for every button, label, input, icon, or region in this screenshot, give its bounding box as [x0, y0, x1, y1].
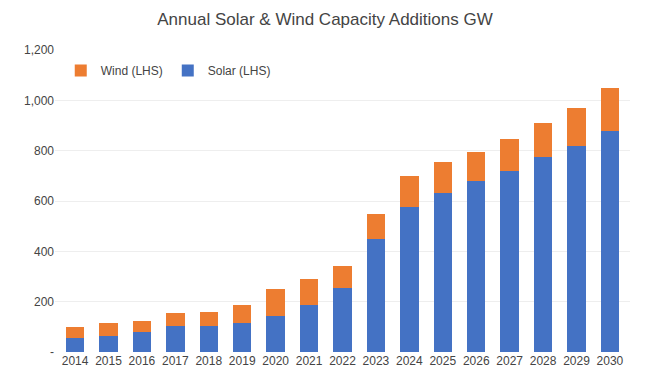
svg-text:2020: 2020: [262, 354, 289, 368]
svg-text:2026: 2026: [463, 354, 490, 368]
svg-text:2029: 2029: [563, 354, 590, 368]
svg-text:800: 800: [34, 144, 54, 158]
svg-text:2030: 2030: [597, 354, 624, 368]
svg-text:2027: 2027: [496, 354, 523, 368]
svg-text:2023: 2023: [363, 354, 390, 368]
svg-text:200: 200: [34, 295, 54, 309]
svg-text:2024: 2024: [396, 354, 423, 368]
svg-text:Wind (LHS): Wind (LHS): [101, 64, 163, 78]
svg-text:2014: 2014: [62, 354, 89, 368]
svg-text:-: -: [50, 345, 54, 359]
svg-text:2025: 2025: [429, 354, 456, 368]
svg-text:2015: 2015: [95, 354, 122, 368]
svg-text:2021: 2021: [296, 354, 323, 368]
svg-text:2018: 2018: [195, 354, 222, 368]
svg-text:Solar (LHS): Solar (LHS): [208, 64, 271, 78]
svg-text:400: 400: [34, 245, 54, 259]
svg-text:600: 600: [34, 194, 54, 208]
svg-text:2017: 2017: [162, 354, 189, 368]
svg-text:1,000: 1,000: [24, 94, 54, 108]
svg-text:Annual Solar & Wind Capacity A: Annual Solar & Wind Capacity Additions G…: [157, 10, 492, 29]
svg-text:1,200: 1,200: [24, 43, 54, 57]
svg-text:2022: 2022: [329, 354, 356, 368]
svg-text:2028: 2028: [530, 354, 557, 368]
svg-text:2016: 2016: [129, 354, 156, 368]
svg-text:2019: 2019: [229, 354, 256, 368]
